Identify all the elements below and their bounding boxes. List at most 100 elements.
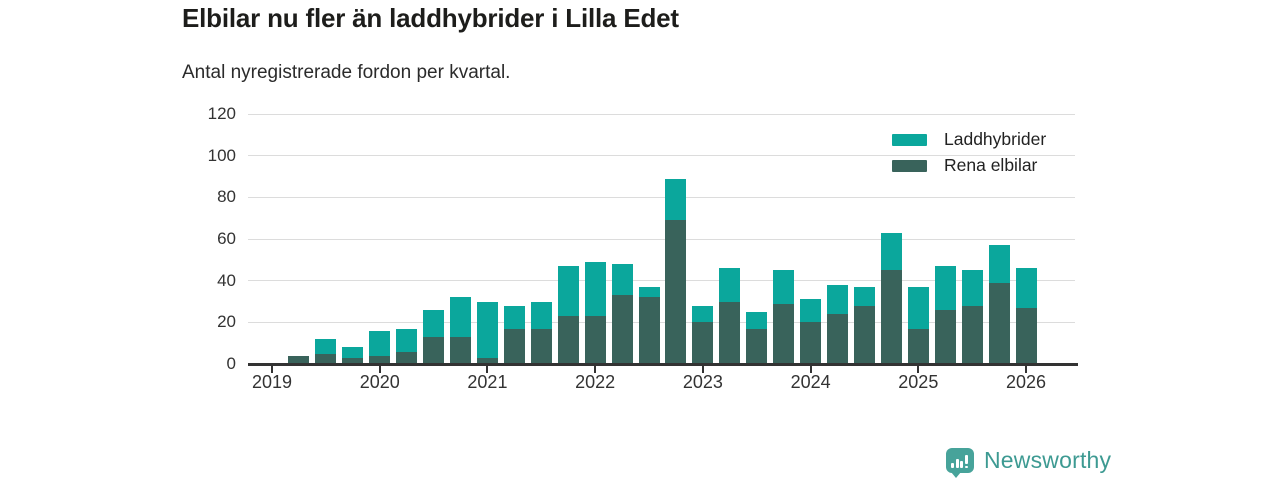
- bar-segment-rena-elbilar: [342, 357, 364, 364]
- bar-2025-Q2: [934, 266, 956, 364]
- bar-segment-rena-elbilar: [827, 314, 849, 364]
- bar-2025-Q4: [988, 245, 1010, 364]
- bar-2020-Q2: [396, 328, 418, 364]
- x-axis-tick: [378, 366, 381, 373]
- y-axis-tick-label: 20: [217, 312, 236, 332]
- bar-2026-Q1: [1015, 268, 1037, 364]
- badge-tip: [951, 472, 961, 478]
- bar-segment-laddhybrider: [934, 266, 956, 310]
- x-axis-tick-label: 2026: [1006, 372, 1047, 392]
- bar-segment-laddhybrider: [961, 270, 983, 306]
- bar-segment-laddhybrider: [853, 286, 875, 306]
- x-axis-tick: [701, 366, 704, 373]
- legend-swatch: [892, 159, 927, 172]
- bar-segment-laddhybrider: [800, 299, 822, 323]
- bar-segment-laddhybrider: [503, 305, 525, 329]
- bar-segment-rena-elbilar: [800, 322, 822, 364]
- legend-label: Rena elbilar: [944, 155, 1038, 175]
- bar-2020-Q4: [450, 297, 471, 364]
- exclamation-icon: [964, 455, 968, 468]
- bar-segment-rena-elbilar: [476, 357, 498, 364]
- y-axis-tick-label: 100: [207, 145, 236, 165]
- bar-segment-rena-elbilar: [746, 328, 768, 364]
- bar-segment-rena-elbilar: [611, 295, 633, 364]
- newsworthy-logo: Newsworthy: [946, 447, 1112, 478]
- bar-2023-Q3: [746, 311, 768, 364]
- bar-segment-laddhybrider: [880, 232, 902, 271]
- gridline-120: [248, 113, 1075, 115]
- bar-2023-Q1: [692, 305, 714, 364]
- bar-segment-rena-elbilar: [288, 355, 310, 364]
- bar-2021-Q4: [557, 266, 579, 364]
- brand-name: Newsworthy: [984, 447, 1112, 473]
- gridline-100: [248, 155, 1075, 157]
- bar-2021-Q3: [530, 301, 552, 364]
- page-subtitle: Antal nyregistrerade fordon per kvartal.: [182, 62, 511, 83]
- bar-segment-rena-elbilar: [530, 328, 552, 364]
- bar-segment-rena-elbilar: [934, 309, 956, 364]
- gridline-40: [248, 280, 1075, 282]
- bar-segment-rena-elbilar: [1015, 307, 1037, 364]
- legend-swatch: [892, 133, 927, 146]
- bar-segment-laddhybrider: [396, 328, 418, 352]
- gridline-80: [248, 196, 1075, 198]
- bar-2022-Q1: [584, 261, 606, 364]
- bar-segment-rena-elbilar: [396, 351, 418, 364]
- bar-segment-rena-elbilar: [638, 297, 660, 364]
- bar-2022-Q4: [665, 178, 687, 364]
- bar-2020-Q1: [369, 330, 391, 364]
- bar-chart-badge-icon: [946, 448, 974, 478]
- bar-2019-Q3: [315, 339, 337, 364]
- bar-segment-laddhybrider: [476, 301, 498, 358]
- bar-segment-laddhybrider: [584, 261, 606, 317]
- y-axis-tick-label: 120: [207, 104, 236, 123]
- bar-2022-Q3: [638, 286, 660, 364]
- x-axis-tick-label: 2023: [682, 372, 723, 392]
- bar-segment-laddhybrider: [773, 270, 795, 304]
- x-axis-line: [248, 363, 1078, 366]
- bar-segment-laddhybrider: [692, 305, 714, 323]
- bar-segment-laddhybrider: [423, 309, 445, 337]
- x-axis-tick-label: 2019: [251, 372, 293, 392]
- bar-2024-Q3: [853, 286, 875, 364]
- x-axis-tick-label: 2024: [790, 372, 831, 392]
- legend-item: Laddhybrider: [892, 129, 1047, 149]
- x-axis-tick: [486, 366, 489, 373]
- bar-segment-rena-elbilar: [503, 328, 525, 364]
- bar-segment-rena-elbilar: [907, 328, 929, 364]
- y-axis-tick-label: 40: [217, 270, 236, 290]
- bar-segment-laddhybrider: [342, 347, 364, 358]
- x-axis-tick: [809, 366, 812, 373]
- bar-segment-laddhybrider: [611, 264, 633, 296]
- x-axis-tick: [917, 366, 920, 373]
- gridline-60: [248, 238, 1075, 240]
- mini-bars-icon: [951, 455, 968, 468]
- legend-item: Rena elbilar: [892, 155, 1046, 175]
- x-axis-tick-label: 2020: [359, 372, 400, 392]
- bar-2019-Q2: [288, 355, 310, 364]
- bar-segment-laddhybrider: [530, 301, 552, 329]
- bar-2025-Q3: [961, 270, 983, 364]
- bar-2024-Q1: [800, 299, 822, 364]
- bar-segment-laddhybrider: [638, 286, 660, 298]
- y-axis-tick-label: 0: [226, 354, 236, 373]
- bar-segment-rena-elbilar: [853, 305, 875, 364]
- bar-segment-laddhybrider: [315, 339, 337, 354]
- bar-2022-Q2: [611, 264, 633, 364]
- x-axis-tick: [271, 366, 273, 373]
- bar-segment-laddhybrider: [450, 297, 471, 337]
- x-axis-tick: [594, 366, 597, 373]
- bar-2021-Q1: [476, 301, 498, 364]
- bar-2024-Q2: [827, 284, 849, 364]
- bar-2025-Q1: [907, 286, 929, 364]
- plot-area: [248, 113, 1075, 364]
- bar-segment-laddhybrider: [746, 311, 768, 329]
- legend-label: Laddhybrider: [944, 129, 1047, 149]
- x-axis-tick-label: 2025: [898, 372, 939, 392]
- bar-segment-rena-elbilar: [961, 305, 983, 364]
- bar-2023-Q2: [719, 268, 741, 364]
- bar-segment-laddhybrider: [907, 286, 929, 329]
- bar-segment-rena-elbilar: [450, 336, 471, 364]
- bar-2021-Q2: [503, 305, 525, 364]
